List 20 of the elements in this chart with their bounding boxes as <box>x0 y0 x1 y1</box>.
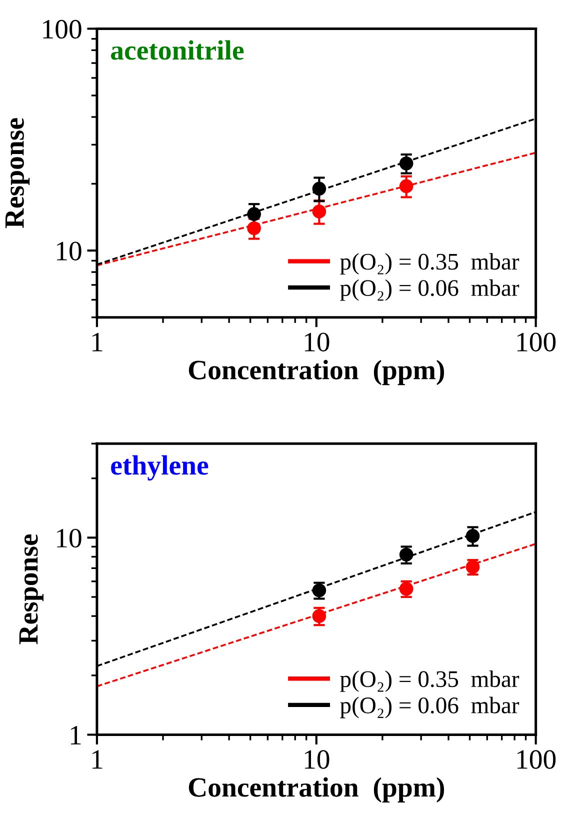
legend-label: p(O₂) = 0.06 mbar <box>340 279 520 301</box>
y-tick-label: 10 <box>57 528 82 548</box>
y-tick-label: 100 <box>43 20 82 39</box>
x-tick-label: 100 <box>517 332 556 352</box>
x-tick-label: 1 <box>92 332 102 352</box>
y-axis-title: Response <box>19 534 44 644</box>
legend-label: p(O₂) = 0.35 mbar <box>340 670 520 692</box>
legend-label: p(O₂) = 0.06 mbar <box>340 696 520 718</box>
x-tick-label: 10 <box>304 332 330 352</box>
chart-title: ethylene <box>111 455 208 481</box>
x-tick-label: 100 <box>517 750 556 769</box>
chart-title: acetonitrile <box>111 40 244 60</box>
x-tick-label: 10 <box>304 750 330 769</box>
x-tick-label: 1 <box>92 750 102 769</box>
x-axis-title: Concentration (ppm) <box>188 777 444 802</box>
y-tick-label: 10 <box>57 242 82 260</box>
y-tick-label: 1 <box>70 726 81 744</box>
legend-label: p(O₂) = 0.35 mbar <box>340 253 520 275</box>
x-axis-title: Concentration (ppm) <box>188 360 444 386</box>
y-axis-title: Response <box>5 118 30 228</box>
